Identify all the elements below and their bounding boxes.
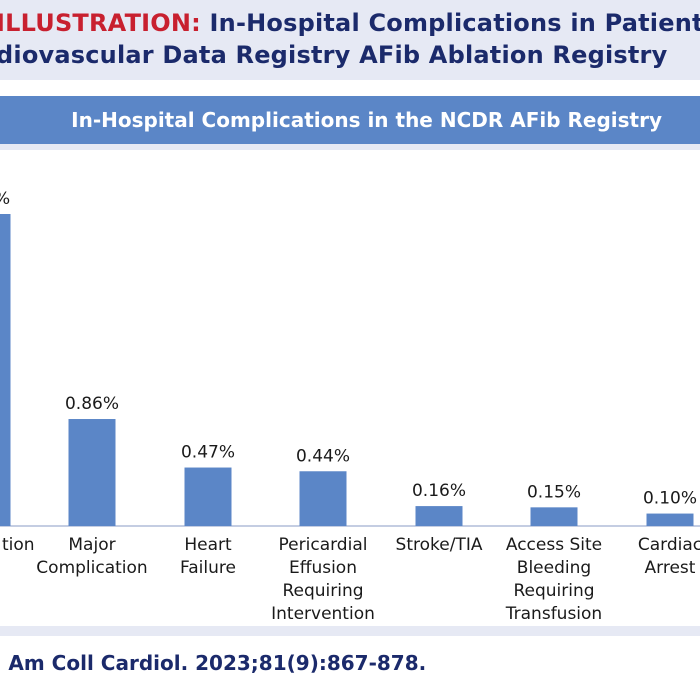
header-band xyxy=(0,0,700,80)
category-label-0-0: tion xyxy=(2,535,35,555)
data-label-2: 0.47% xyxy=(181,443,235,463)
category-label-3-1: Effusion xyxy=(289,558,357,578)
illustration-title-line-1: ILLUSTRATION: In-Hospital Complications … xyxy=(0,8,700,38)
category-label-5-2: Requiring xyxy=(513,581,594,601)
category-label-1-1: Complication xyxy=(36,558,147,578)
chart-title-banner xyxy=(0,96,700,144)
bar-5 xyxy=(530,507,578,526)
category-label-5-3: Transfusion xyxy=(505,604,602,624)
bar-6 xyxy=(646,513,694,526)
category-label-5-0: Access Site xyxy=(506,535,602,555)
data-label-4: 0.16% xyxy=(412,481,466,501)
chart-title: In-Hospital Complications in the NCDR AF… xyxy=(71,108,662,132)
category-label-3-0: Pericardial xyxy=(279,535,368,555)
illustration-title-prefix: ILLUSTRATION: xyxy=(0,9,201,37)
data-label-0: % xyxy=(0,189,10,209)
bar-3 xyxy=(299,471,347,526)
data-label-3: 0.44% xyxy=(296,446,350,466)
category-label-3-3: Intervention xyxy=(271,604,375,624)
category-label-2-0: Heart xyxy=(184,535,232,555)
illustration-title-text: In-Hospital Complications in Patient xyxy=(209,9,700,37)
category-label-4-0: Stroke/TIA xyxy=(396,535,483,555)
category-label-2-1: Failure xyxy=(180,558,236,578)
data-label-6: 0.10% xyxy=(643,489,697,509)
category-label-5-1: Bleeding xyxy=(517,558,591,578)
bar-1 xyxy=(68,419,116,526)
data-label-5: 0.15% xyxy=(527,482,581,502)
citation: J Am Coll Cardiol. 2023;81(9):867-878. xyxy=(0,651,427,675)
bar-2 xyxy=(184,467,232,526)
chart-area: % tion 0.86% Major Complication 0.47% Heart Fai… xyxy=(0,150,700,626)
data-label-1: 0.86% xyxy=(65,394,119,414)
bar-chart: % tion 0.86% Major Complication 0.47% Heart Fai… xyxy=(0,189,700,624)
illustration-title-line-2: rdiovascular Data Registry AFib Ablation… xyxy=(0,41,668,69)
bar-4 xyxy=(415,506,463,526)
category-label-1-0: Major xyxy=(68,535,115,555)
category-label-3-2: Requiring xyxy=(282,581,363,601)
bar-0 xyxy=(0,214,11,526)
category-label-6-0: Cardiac xyxy=(638,535,700,555)
category-label-6-1: Arrest xyxy=(645,558,696,578)
